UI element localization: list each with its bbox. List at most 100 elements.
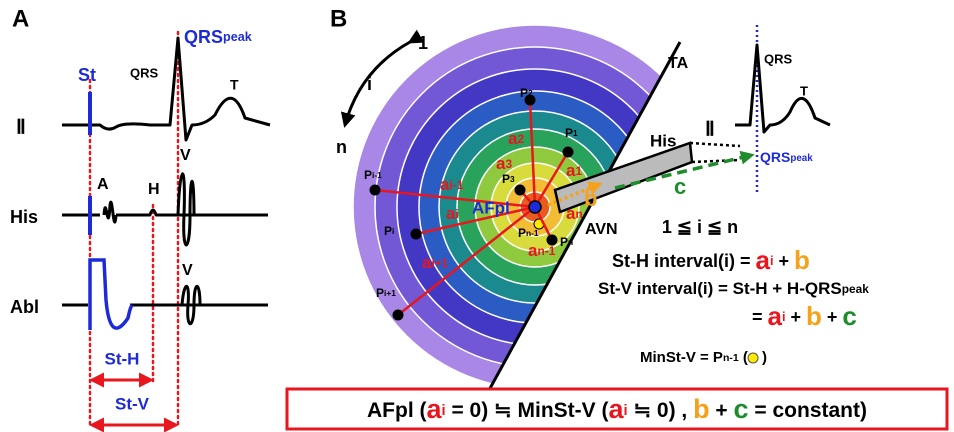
subscript: peak — [842, 282, 869, 296]
v-label: V — [180, 147, 191, 164]
point-label: P3 — [502, 172, 515, 186]
qrs-peak-label: QRSpeak — [184, 27, 253, 47]
b-label: b — [584, 186, 597, 211]
point-label: P2 — [520, 86, 533, 100]
t-label: T — [800, 83, 808, 98]
avn-label: AVN — [585, 221, 618, 238]
text: c — [734, 394, 749, 424]
text: AFpl ( — [367, 399, 426, 422]
distance-label: ai — [446, 204, 459, 223]
text: ≒ 0) , — [628, 399, 693, 422]
pacing-point — [411, 229, 421, 239]
order-label: i — [367, 74, 372, 94]
subscript: 1 — [575, 164, 582, 178]
equation: = ai + b + c — [752, 301, 857, 331]
order-label: 1 — [418, 33, 428, 53]
h-label: H — [148, 181, 160, 198]
subscript: i — [455, 207, 458, 221]
abl-pacing — [90, 260, 132, 330]
st-label: St — [78, 65, 96, 85]
his-label: His — [650, 131, 676, 150]
equation: 1 ≦ i ≦ n — [662, 217, 738, 237]
text: St-V interval(i) = St-H + H-QRS — [598, 279, 842, 298]
ecg-ii — [62, 38, 270, 140]
text: ) — [758, 349, 767, 366]
text: + — [822, 307, 843, 327]
subscript: 1 — [573, 128, 578, 138]
subscript: i-1 — [372, 170, 382, 180]
text: b — [693, 394, 710, 424]
point-label: Pi — [384, 224, 394, 238]
text: a — [608, 394, 624, 424]
pacing-point — [370, 185, 380, 195]
subscript: 2 — [528, 88, 533, 98]
text: P — [518, 226, 526, 240]
lead-label: His — [10, 207, 38, 227]
text: b — [794, 245, 810, 275]
subscript: 3 — [505, 157, 512, 171]
subscript: 2 — [517, 132, 524, 146]
subscript: n — [568, 237, 573, 247]
distance-label: ai+1 — [422, 253, 449, 272]
pacing-point — [563, 147, 573, 157]
ta-label: TA — [668, 55, 689, 72]
distance-label: an — [566, 204, 583, 223]
point-label: Pn-1 — [518, 226, 539, 240]
subscript: peak — [223, 30, 253, 44]
lead-label: Ⅱ — [16, 116, 26, 138]
pacing-point — [393, 310, 403, 320]
text: a — [768, 301, 783, 331]
subscript: n — [575, 207, 582, 221]
text: QRS — [760, 149, 790, 165]
subscript: i+1 — [384, 288, 396, 298]
a-label: A — [97, 176, 109, 193]
text: P — [520, 86, 528, 100]
text: = constant) — [749, 399, 867, 422]
subscript: n-1 — [537, 244, 555, 258]
text: P — [502, 172, 510, 186]
text: P — [364, 168, 372, 182]
subscript: i-1 — [449, 178, 463, 192]
subscript: i+1 — [431, 256, 448, 270]
st-v-label: St-V — [115, 394, 150, 413]
subscript: n-1 — [526, 228, 539, 238]
order-label: n — [336, 137, 347, 157]
subscript: peak — [790, 153, 813, 164]
text: P — [376, 286, 384, 300]
text: a — [426, 394, 442, 424]
lead-label: Ⅱ — [705, 118, 715, 140]
text: St-H interval(i) = — [612, 251, 756, 271]
text: a — [756, 245, 771, 275]
distance-label: ai-1 — [440, 175, 464, 194]
qrs-peak-label: QRSpeak — [760, 149, 813, 165]
subscript: n-1 — [723, 352, 739, 364]
text: MinSt-V = P — [640, 349, 723, 366]
pacing-point — [515, 185, 525, 195]
text: = — [752, 307, 768, 327]
text: c — [842, 301, 856, 331]
text: = 0) ≒ MinSt-V ( — [446, 399, 609, 422]
v-label: V — [182, 262, 193, 279]
text: P — [560, 235, 568, 249]
point-label: Pi+1 — [376, 286, 396, 300]
distance-label: a1 — [566, 161, 582, 180]
text: + — [785, 307, 806, 327]
text: QRS — [184, 27, 223, 47]
point-label: Pn — [560, 235, 573, 249]
text: ( — [739, 349, 748, 366]
point-label: Pi-1 — [364, 168, 382, 182]
afpl-label: AFpl — [472, 198, 510, 217]
point-label: P1 — [565, 126, 578, 140]
his-v — [178, 174, 194, 245]
t-label: T — [230, 77, 239, 93]
his-egm — [62, 202, 268, 222]
panel-label: B — [330, 5, 347, 32]
equation: St-H interval(i) = ai + b — [612, 245, 810, 275]
figure: A Ⅱ His Abl St QRS QRSpeak T A H V V St-… — [0, 0, 954, 432]
distance-label: a3 — [496, 154, 512, 173]
c-label: c — [674, 174, 686, 199]
panel-a: A Ⅱ His Abl St QRS QRSpeak T A H V V St-… — [10, 5, 270, 425]
text: + — [710, 399, 734, 422]
lead-label: Abl — [10, 297, 39, 317]
text: P — [565, 126, 573, 140]
